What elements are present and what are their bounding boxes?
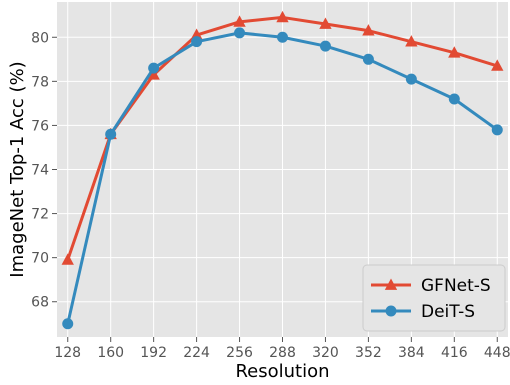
x-tick-label: 384 xyxy=(398,345,425,361)
legend-label: GFNet-S xyxy=(421,276,491,296)
y-axis-label: ImageNet Top-1 Acc (%) xyxy=(7,61,28,277)
data-point-circle xyxy=(491,124,503,136)
data-point-triangle xyxy=(405,35,418,47)
data-point-triangle xyxy=(362,24,375,36)
x-tick-label: 192 xyxy=(140,345,167,361)
y-tick-label: 72 xyxy=(31,207,49,223)
data-point-triangle xyxy=(233,15,246,27)
data-point-triangle xyxy=(276,10,289,23)
data-point-circle xyxy=(448,93,460,105)
data-point-triangle xyxy=(448,46,461,58)
x-tick-label: 160 xyxy=(97,345,124,361)
data-point-circle xyxy=(362,53,374,65)
data-point-circle xyxy=(319,40,331,52)
data-point-triangle xyxy=(147,68,160,80)
legend-marker-circle xyxy=(385,305,397,317)
data-point-triangle xyxy=(190,28,203,40)
series-deit-s xyxy=(62,27,503,330)
x-tick-label: 416 xyxy=(441,345,468,361)
x-tick-label: 352 xyxy=(355,345,382,361)
x-tick-label: 448 xyxy=(484,345,510,361)
legend-box xyxy=(362,264,506,332)
data-point-circle xyxy=(148,62,160,74)
x-tick-label: 288 xyxy=(269,345,296,361)
y-tick-label: 68 xyxy=(31,295,49,311)
data-point-circle xyxy=(277,31,288,43)
legend: GFNet-S DeiT-S xyxy=(362,264,506,332)
data-point-triangle xyxy=(491,59,504,71)
y-tick-label: 74 xyxy=(31,163,49,179)
legend-label: DeiT-S xyxy=(421,302,475,322)
x-axis-label: Resolution xyxy=(235,361,329,381)
legend-entry: DeiT-S xyxy=(371,302,475,322)
series-layer xyxy=(61,10,504,330)
data-point-triangle xyxy=(319,17,332,29)
legend-marker-triangle xyxy=(384,278,398,290)
y-tick-label: 76 xyxy=(31,118,49,134)
x-tick-label: 128 xyxy=(54,345,81,361)
y-tick-label: 80 xyxy=(31,30,49,46)
y-tick-label: 70 xyxy=(31,251,49,267)
x-tick-label: 320 xyxy=(312,345,339,361)
data-point-circle xyxy=(234,27,246,39)
legend-entry: GFNet-S xyxy=(371,276,491,296)
axis-ticks: 128 160 192 224 256 288 320 352 384 416 448 68 70 72 7… xyxy=(31,30,510,361)
y-tick-label: 78 xyxy=(31,74,49,90)
data-point-circle xyxy=(191,36,203,48)
data-point-circle xyxy=(405,73,417,85)
x-tick-label: 224 xyxy=(183,345,210,361)
data-point-circle xyxy=(105,128,117,140)
data-point-triangle xyxy=(61,253,74,265)
x-tick-label: 256 xyxy=(226,345,253,361)
data-point-circle xyxy=(62,318,74,330)
